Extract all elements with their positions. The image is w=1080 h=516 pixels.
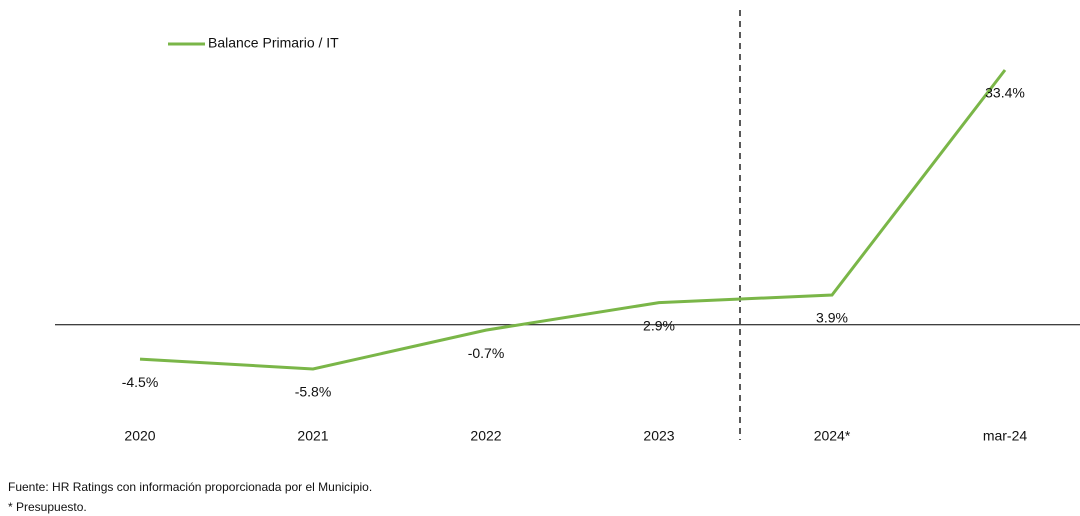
data-label: 3.9% <box>816 310 848 326</box>
data-label: 33.4% <box>985 85 1025 101</box>
x-tick-label: mar-24 <box>983 428 1028 444</box>
footnote: * Presupuesto. <box>8 500 87 514</box>
data-label: -5.8% <box>295 384 332 400</box>
x-tick-label: 2023 <box>643 428 674 444</box>
legend-label: Balance Primario / IT <box>208 35 339 51</box>
source-note: Fuente: HR Ratings con información propo… <box>8 480 372 494</box>
x-tick-label: 2024* <box>814 428 851 444</box>
series-line <box>139 69 1007 371</box>
x-tick-label: 2021 <box>297 428 328 444</box>
x-tick-label: 2020 <box>124 428 155 444</box>
data-label: -4.5% <box>122 374 159 390</box>
x-tick-label: 2022 <box>470 428 501 444</box>
data-label: -0.7% <box>468 345 505 361</box>
data-label: 2.9% <box>643 317 675 333</box>
